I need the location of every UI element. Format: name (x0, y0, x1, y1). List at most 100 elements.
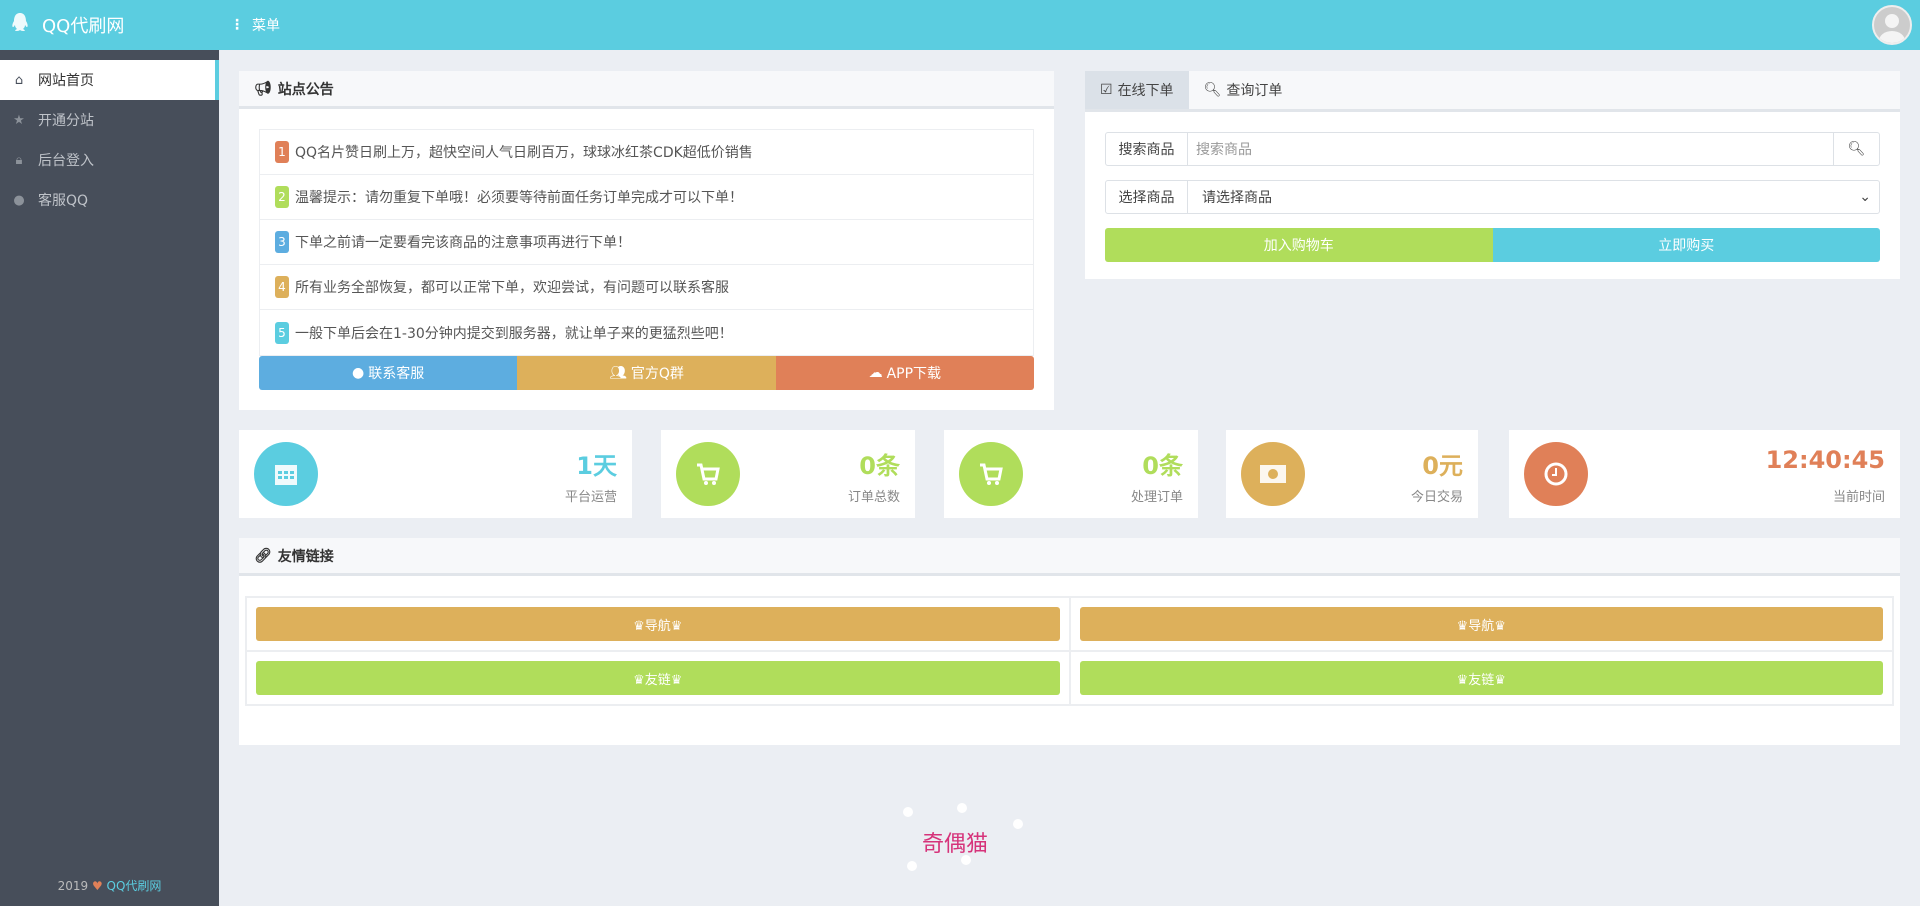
button-label: 官方Q群 (630, 366, 684, 382)
notice-number: 1 (275, 141, 289, 163)
notice-panel: 📢︎ 站点公告 1 QQ名片赞日刷上万，超快空间人气日刷百万，球球冰红茶CDK超低价… (239, 71, 1054, 410)
stat-value: 0条 (1142, 452, 1183, 480)
stat-card-uptime: 1天 平台运营 (239, 430, 632, 518)
search-label: 搜索商品 (1106, 133, 1188, 165)
links-panel: 🔗︎ 友情链接 ♛导航♛ ♛导航♛ ♛友链♛ ♛友链♛ (239, 538, 1900, 745)
bullhorn-icon: 📢︎ (254, 80, 272, 97)
search-input[interactable]: 搜索商品 (1196, 142, 1252, 158)
notice-text: 温馨提示：请勿重复下单哦！必须要等待前面任务订单完成才可以下单！ (295, 190, 743, 206)
notice-number: 4 (275, 276, 289, 298)
stat-label: 今日交易 (1410, 490, 1463, 505)
links-header: 🔗︎ 友情链接 (239, 538, 1900, 576)
notice-item: 4 所有业务全部恢复，都可以正常下单，欢迎尝试，有问题可以联系客服 (260, 265, 1033, 310)
select-label: 选择商品 (1106, 181, 1188, 213)
stat-card-today-revenue: 0元 今日交易 (1226, 430, 1478, 518)
tab-label: 在线下单 (1117, 83, 1174, 99)
footer-site-link[interactable]: QQ代刷网 (106, 879, 162, 893)
notice-text: QQ名片赞日刷上万，超快空间人气日刷百万，球球冰红茶CDK超低价销售 (295, 145, 753, 161)
ellipsis-vertical-icon: ⋮ (230, 17, 244, 33)
search-button[interactable]: 🔍︎ (1833, 133, 1879, 165)
notice-item: 1 QQ名片赞日刷上万，超快空间人气日刷百万，球球冰红茶CDK超低价销售 (260, 130, 1033, 175)
sidebar-footer: 2019 ♥ QQ代刷网 (0, 877, 219, 894)
stat-value: 1天 (576, 452, 617, 480)
lock-icon: 🔒︎ (15, 152, 23, 168)
stat-card-current-time: 12:40:45 当前时间 (1509, 430, 1900, 518)
notice-number: 3 (275, 231, 289, 253)
notice-text: 下单之前请一定要看完该商品的注意事项再进行下单！ (295, 235, 631, 251)
brand[interactable]: QQ代刷网 (10, 0, 124, 50)
sidebar-item-label: 后台登入 (38, 153, 94, 169)
button-label: 联系客服 (368, 366, 425, 382)
links-title: 友情链接 (277, 548, 334, 565)
paw-prints-icon (903, 803, 1023, 871)
chevron-down-icon: ⌄ (1859, 189, 1871, 205)
users-icon: 👥︎ (609, 365, 627, 381)
product-select[interactable]: 请选择商品 ⌄ (1188, 181, 1879, 213)
add-to-cart-button[interactable]: 加入购物车 (1105, 228, 1493, 262)
stat-label: 订单总数 (847, 490, 900, 505)
footer-cat-logo: 奇偶猫 (900, 800, 1030, 880)
official-group-button[interactable]: 👥︎ 官方Q群 (517, 356, 776, 390)
search-icon: 🔍︎ (1203, 82, 1222, 98)
tab-label: 查询订单 (1226, 83, 1283, 99)
cloud-download-icon: ☁ (868, 365, 883, 381)
clock-icon (1524, 442, 1588, 506)
order-panel: ☑ 在线下单 🔍︎ 查询订单 搜索商品 搜索商品 🔍︎ 选择商品 请选择商品 ⌄ 加入… (1085, 71, 1900, 279)
star-icon: ★ (13, 112, 25, 128)
order-actions: 加入购物车 立即购买 (1105, 228, 1880, 262)
brand-name: QQ代刷网 (42, 16, 125, 37)
friend-link-button[interactable]: ♛友链♛ (1079, 661, 1883, 695)
home-icon: ⌂ (14, 72, 24, 88)
stat-label: 处理订单 (1130, 490, 1183, 505)
calendar-icon (254, 442, 318, 506)
sidebar-item-label: 网站首页 (38, 73, 94, 89)
sidebar-item-label: 客服QQ (38, 193, 89, 209)
stat-label: 平台运营 (564, 490, 617, 505)
app-download-button[interactable]: ☁ APP下载 (775, 356, 1034, 390)
money-icon (1241, 442, 1305, 506)
sidebar-item-home[interactable]: ⌂ 网站首页 (0, 60, 219, 100)
cart-plus-icon (676, 442, 740, 506)
footer-year: 2019 (57, 879, 89, 893)
check-square-icon: ☑ (1100, 82, 1113, 98)
notice-text: 一般下单后会在1-30分钟内提交到服务器，就让单子来的更猛烈些吧！ (295, 325, 733, 342)
qq-icon: ● (352, 365, 365, 381)
sidebar: ⌂ 网站首页 ★ 开通分站 🔒︎ 后台登入 ● 客服QQ 2019 ♥ QQ代刷网 (0, 50, 219, 906)
link-icon: 🔗︎ (254, 547, 272, 564)
notice-item: 2 温馨提示：请勿重复下单哦！必须要等待前面任务订单完成才可以下单！ (260, 175, 1033, 220)
notice-number: 5 (275, 321, 289, 344)
user-avatar[interactable] (1872, 5, 1912, 45)
stat-value: 0条 (859, 452, 900, 480)
sidebar-item-label: 开通分站 (38, 113, 94, 129)
button-label: APP下载 (886, 366, 942, 382)
tab-query-order[interactable]: 🔍︎ 查询订单 (1189, 71, 1298, 109)
notice-title: 站点公告 (277, 81, 334, 98)
heart-icon: ♥ (91, 879, 103, 893)
sidebar-item-service-qq[interactable]: ● 客服QQ (0, 180, 219, 220)
stat-card-total-orders: 0条 订单总数 (661, 430, 915, 518)
qq-icon (10, 12, 30, 39)
notice-list: 1 QQ名片赞日刷上万，超快空间人气日刷百万，球球冰红茶CDK超低价销售 2 温馨提… (259, 129, 1034, 356)
order-tabs: ☑ 在线下单 🔍︎ 查询订单 (1085, 71, 1900, 112)
select-value: 请选择商品 (1202, 190, 1272, 206)
search-icon: 🔍︎ (1847, 141, 1866, 157)
search-group: 搜索商品 搜索商品 🔍︎ (1105, 132, 1880, 166)
contact-service-button[interactable]: ● 联系客服 (259, 356, 518, 390)
nav-link-button[interactable]: ♛导航♛ (256, 607, 1060, 641)
buy-now-button[interactable]: 立即购买 (1492, 228, 1880, 262)
nav-link-button[interactable]: ♛导航♛ (1079, 607, 1883, 641)
menu-label: 菜单 (252, 18, 280, 34)
sidebar-item-open-substation[interactable]: ★ 开通分站 (0, 100, 219, 140)
sidebar-item-admin-login[interactable]: 🔒︎ 后台登入 (0, 140, 219, 180)
friend-link-button[interactable]: ♛友链♛ (256, 661, 1060, 695)
stat-card-processing-orders: 0条 处理订单 (944, 430, 1198, 518)
stat-label: 当前时间 (1832, 490, 1885, 505)
tab-online-order[interactable]: ☑ 在线下单 (1085, 71, 1189, 109)
links-table: ♛导航♛ ♛导航♛ ♛友链♛ ♛友链♛ (245, 596, 1894, 706)
notice-item: 3 下单之前请一定要看完该商品的注意事项再进行下单！ (260, 220, 1033, 265)
top-bar: QQ代刷网 ⋮ 菜单 (0, 0, 1920, 50)
menu-toggle-button[interactable]: ⋮ 菜单 (230, 0, 280, 50)
notice-text: 所有业务全部恢复，都可以正常下单，欢迎尝试，有问题可以联系客服 (295, 280, 729, 296)
notice-number: 2 (275, 186, 289, 208)
product-select-group: 选择商品 请选择商品 ⌄ (1105, 180, 1880, 214)
